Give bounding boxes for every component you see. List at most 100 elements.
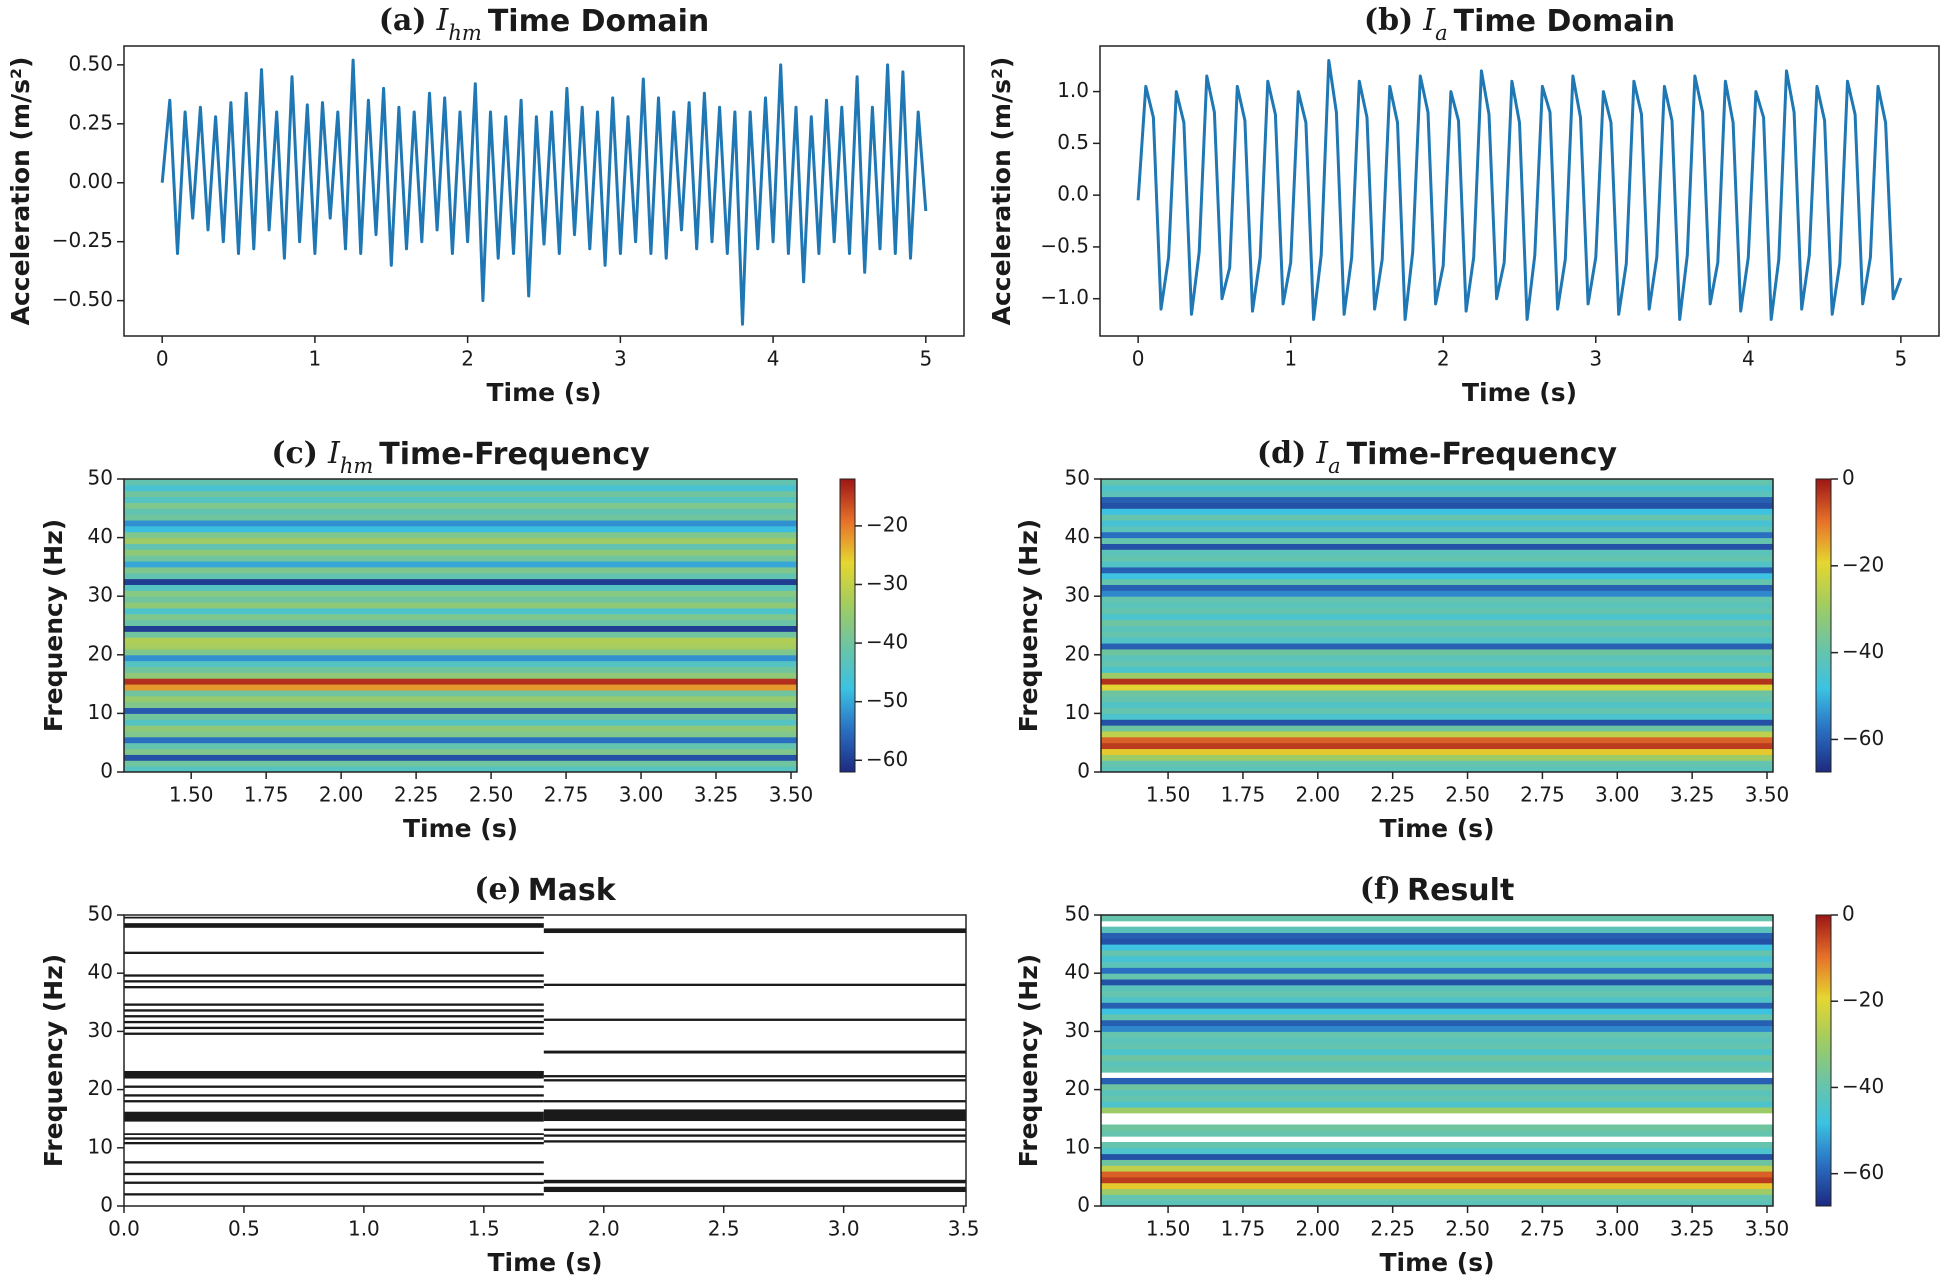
heatmap-row bbox=[1101, 549, 1773, 556]
heatmap-row bbox=[1101, 1060, 1773, 1067]
heatmap-row bbox=[1101, 1194, 1773, 1201]
heatmap-row bbox=[1101, 566, 1773, 574]
x-tick-label: 3.50 bbox=[769, 783, 814, 807]
y-tick-label: 0.0 bbox=[1057, 182, 1089, 206]
title-symbol: I bbox=[1422, 3, 1436, 38]
heatmap-row bbox=[124, 525, 797, 533]
signal-line bbox=[160, 58, 928, 326]
mask-band bbox=[124, 916, 544, 919]
mask-band bbox=[124, 1111, 544, 1122]
x-tick-label: 2.50 bbox=[469, 783, 514, 807]
heatmap-row bbox=[1101, 1031, 1773, 1038]
title-label: (f) bbox=[1360, 872, 1401, 907]
title-text: Time-Frequency bbox=[1347, 437, 1618, 472]
heatmap-row bbox=[1101, 1037, 1773, 1044]
y-tick-label: 30 bbox=[88, 1018, 113, 1042]
heatmap-row bbox=[124, 484, 797, 492]
heatmap-row bbox=[1101, 625, 1773, 632]
title-label: (a) bbox=[379, 3, 427, 38]
heatmap-row bbox=[1101, 648, 1773, 656]
y-tick-label: −1.0 bbox=[1040, 285, 1089, 309]
mask-band bbox=[543, 1079, 966, 1082]
panel-title: (a) Ihm Time Domain bbox=[379, 3, 710, 45]
x-tick-label: 2.75 bbox=[1520, 783, 1565, 807]
y-tick-label: 20 bbox=[88, 1076, 113, 1100]
y-tick-label: 50 bbox=[88, 466, 113, 490]
heatmap-row bbox=[1101, 602, 1773, 609]
heatmap-row bbox=[1101, 1054, 1773, 1061]
colorbar-tick-label: −40 bbox=[1842, 1074, 1884, 1098]
heatmap-row bbox=[1101, 496, 1773, 503]
colorbar bbox=[1815, 478, 1832, 773]
mask-band bbox=[124, 1172, 544, 1176]
heatmap-row bbox=[124, 654, 797, 662]
plot-frame bbox=[123, 45, 965, 337]
heatmap-row bbox=[1101, 1124, 1773, 1131]
mask-band bbox=[543, 1018, 966, 1021]
x-tick-label: 3.00 bbox=[1595, 1217, 1640, 1241]
heatmap-row bbox=[124, 730, 797, 738]
heatmap-row bbox=[1101, 1095, 1773, 1102]
y-tick-label: 20 bbox=[1065, 641, 1090, 665]
panel-title: (e) Mask bbox=[474, 872, 616, 908]
heatmap-row bbox=[1101, 973, 1773, 980]
heatmap-row bbox=[124, 713, 797, 720]
x-tick-label: 1.75 bbox=[1221, 783, 1266, 807]
heatmap-row bbox=[1101, 1171, 1773, 1178]
y-tick-label: 0 bbox=[1077, 1193, 1090, 1217]
heatmap-row bbox=[124, 678, 797, 685]
x-tick-label: 2.5 bbox=[708, 1217, 740, 1241]
x-axis-label: Time (s) bbox=[1379, 1248, 1494, 1277]
mask-band bbox=[124, 1137, 544, 1140]
x-tick-label: 5 bbox=[1894, 347, 1907, 371]
x-tick-label: 2.00 bbox=[319, 783, 364, 807]
y-axis-label: Acceleration (m/s²) bbox=[987, 57, 1016, 326]
colorbar bbox=[839, 478, 856, 773]
panel-title: (f) Result bbox=[1360, 872, 1515, 908]
x-tick-label: 1.75 bbox=[1221, 1217, 1266, 1241]
mask-band bbox=[124, 1161, 544, 1164]
y-tick-label: 30 bbox=[88, 583, 113, 607]
mask-band bbox=[124, 986, 544, 989]
heatmap-row bbox=[1101, 754, 1773, 761]
heatmap-row bbox=[1101, 484, 1773, 492]
heatmap-row bbox=[1101, 1077, 1773, 1085]
x-tick-label: 3.25 bbox=[694, 783, 739, 807]
heatmap-row bbox=[1101, 1107, 1773, 1114]
panel: (a) Ihm Time Domain 0 1 2 3 4 5 −0.50 −0.25 0.00 0.2… bbox=[6, 3, 965, 407]
y-tick-label: 40 bbox=[1065, 524, 1090, 548]
mask-band bbox=[124, 1026, 544, 1030]
colorbar-tick-label: −60 bbox=[1842, 726, 1884, 750]
heatmap-row bbox=[124, 590, 797, 597]
heatmap-row bbox=[124, 572, 797, 580]
y-tick-label: 40 bbox=[88, 524, 113, 548]
mask-band bbox=[543, 1179, 966, 1184]
heatmap-row bbox=[1101, 490, 1773, 498]
x-tick-label: 1.50 bbox=[1146, 783, 1191, 807]
x-tick-label: 2.25 bbox=[1370, 783, 1415, 807]
heatmap-row bbox=[1101, 525, 1773, 533]
y-axis-label: Frequency (Hz) bbox=[1014, 519, 1043, 732]
panel-title: (d) Ia Time-Frequency bbox=[1257, 436, 1618, 478]
heatmap-row bbox=[1101, 1165, 1773, 1172]
heatmap-row bbox=[1101, 1159, 1773, 1166]
heatmap-row bbox=[124, 566, 797, 574]
y-tick-label: 0.50 bbox=[68, 51, 113, 75]
heatmap-row bbox=[1101, 555, 1773, 562]
y-tick-label: 20 bbox=[88, 641, 113, 665]
x-tick-label: 1 bbox=[1284, 347, 1297, 371]
heatmap-row bbox=[1101, 1141, 1773, 1149]
y-tick-label: 10 bbox=[1065, 700, 1090, 724]
plot-frame bbox=[1100, 478, 1774, 773]
heatmap-row bbox=[124, 613, 797, 621]
heatmap-row bbox=[1101, 955, 1773, 963]
mask-band bbox=[124, 1003, 544, 1006]
y-tick-label: 10 bbox=[88, 1134, 113, 1158]
heatmap-row bbox=[1101, 1083, 1773, 1091]
mask-band bbox=[124, 974, 544, 977]
colorbar-tick-label: −60 bbox=[1842, 1160, 1884, 1184]
heatmap-row bbox=[124, 725, 797, 732]
title-text: Result bbox=[1407, 873, 1514, 908]
plot-frame bbox=[1100, 914, 1774, 1207]
